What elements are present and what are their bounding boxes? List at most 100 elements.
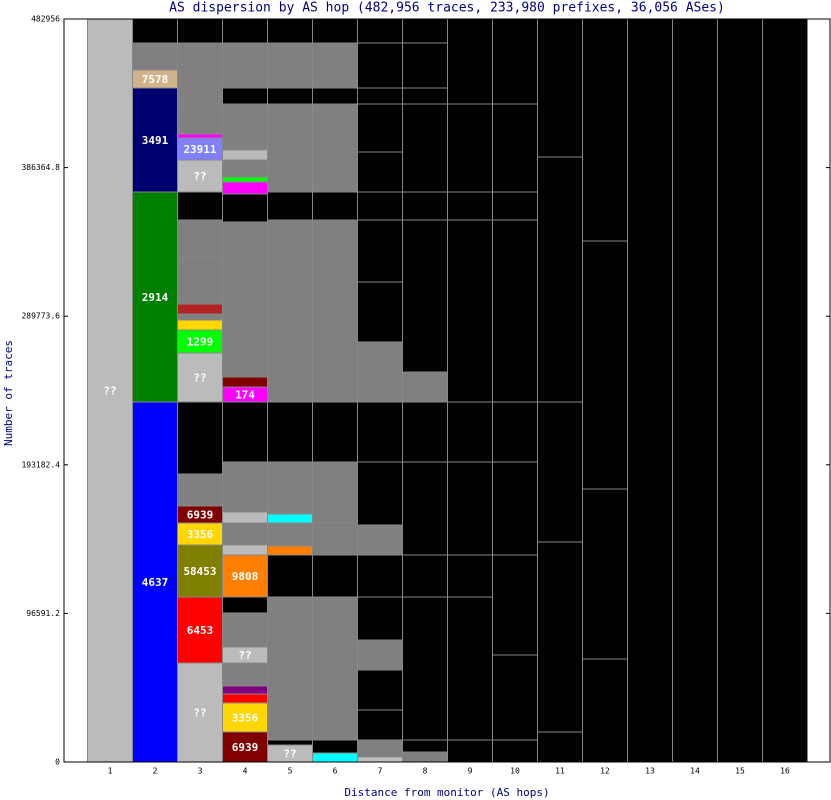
bar-segment xyxy=(267,219,313,403)
bar-segment xyxy=(132,42,178,71)
bar-segment xyxy=(357,219,403,283)
y-axis-label: Number of traces xyxy=(2,340,15,446)
segment-label: 2914 xyxy=(142,291,169,304)
bar-segment xyxy=(312,87,358,105)
bar-segment xyxy=(312,401,358,463)
bar-segment xyxy=(177,303,223,315)
segment-label: 23911 xyxy=(183,143,216,156)
plot-frame xyxy=(63,18,831,763)
bar-segment xyxy=(222,662,268,687)
y-tick-label: 0 xyxy=(55,758,60,767)
bar-segment xyxy=(177,352,223,403)
y-tick-label: 386364.8 xyxy=(21,163,60,172)
bar-segment xyxy=(492,739,538,763)
y-tick-label: 193182.4 xyxy=(21,460,60,469)
bar-segment xyxy=(177,313,223,321)
y-tick-label: 96591.2 xyxy=(26,609,60,618)
bar-segment xyxy=(402,87,448,105)
segment-label: ?? xyxy=(103,385,116,398)
bar-segment xyxy=(447,18,493,105)
bar-segment xyxy=(402,751,448,763)
x-tick-label: 3 xyxy=(198,767,203,776)
bar-segment xyxy=(312,554,358,598)
x-tick-label: 5 xyxy=(288,767,293,776)
bar-segment xyxy=(222,554,268,598)
bar-segment xyxy=(267,18,313,44)
bar-segment xyxy=(447,596,493,741)
x-axis-label: Distance from monitor (AS hops) xyxy=(344,786,549,799)
segment-label: ?? xyxy=(283,748,296,761)
bar-segment xyxy=(447,191,493,221)
bar-segment xyxy=(402,461,448,556)
bar-segment xyxy=(402,191,448,221)
bar-segment xyxy=(87,18,133,763)
y-tick-label: 289773.6 xyxy=(21,312,60,321)
bar-segment xyxy=(447,103,493,193)
bar-segment xyxy=(312,739,358,754)
bar-segment xyxy=(357,596,403,641)
bar-segment xyxy=(267,545,313,556)
bar-segment xyxy=(492,401,538,463)
bar-segment xyxy=(582,488,628,660)
bar-segment xyxy=(312,18,358,44)
bar-segment xyxy=(267,739,313,746)
bar-segment xyxy=(717,18,763,763)
segment-label: 6939 xyxy=(187,509,214,522)
bar-segment xyxy=(222,702,268,733)
bar-segment xyxy=(357,281,403,343)
bar-segment xyxy=(312,219,358,403)
x-tick-label: 1 xyxy=(108,767,113,776)
bar-segment xyxy=(222,149,268,161)
segment-label: 9808 xyxy=(232,570,259,583)
segment-label: 58453 xyxy=(183,565,216,578)
x-tick-label: 4 xyxy=(243,767,248,776)
bar-segment xyxy=(492,219,538,403)
bar-segment xyxy=(492,554,538,656)
bar-segment xyxy=(357,191,403,221)
bar-segment xyxy=(492,18,538,105)
x-tick-label: 16 xyxy=(780,767,790,776)
bar-segment xyxy=(222,401,268,463)
y-tick-label: 482956 xyxy=(31,15,60,24)
bar-segment xyxy=(222,685,268,695)
bar-segment xyxy=(222,612,268,648)
segment-label: 3491 xyxy=(142,134,169,147)
bar-segment xyxy=(267,513,313,524)
bar-segment xyxy=(357,739,403,758)
bar-segment xyxy=(222,87,268,105)
bar-segment xyxy=(222,461,268,513)
x-tick-label: 6 xyxy=(333,767,338,776)
bar-segment xyxy=(762,18,808,763)
bar-segment xyxy=(582,240,628,490)
segment-label: 1299 xyxy=(187,336,214,349)
bar-segment xyxy=(402,371,448,403)
bar-segment xyxy=(357,639,403,671)
bar-segment xyxy=(627,18,673,763)
bar-segment xyxy=(177,18,223,44)
bar-segment xyxy=(492,191,538,221)
bar-segment xyxy=(537,731,583,763)
bar-segment xyxy=(357,341,403,403)
bar-segment xyxy=(222,176,268,183)
bar-segment xyxy=(447,401,493,463)
bar-segment xyxy=(357,461,403,526)
bar-segment xyxy=(222,596,268,614)
bar-segment xyxy=(177,133,223,139)
bar-segment xyxy=(312,752,358,763)
x-tick-label: 12 xyxy=(600,767,610,776)
bar-segment xyxy=(357,151,403,193)
bar-segment xyxy=(402,42,448,89)
bar-segment xyxy=(582,18,628,242)
bar-segment xyxy=(357,554,403,598)
bar-segment xyxy=(312,191,358,221)
bar-segment xyxy=(177,473,223,507)
bar-segment xyxy=(402,401,448,463)
bar-segment xyxy=(267,522,313,547)
bar-segment xyxy=(402,18,448,44)
x-tick-label: 7 xyxy=(378,767,383,776)
bar-segment xyxy=(177,103,223,135)
bar-segment xyxy=(132,18,178,44)
bar-segment xyxy=(222,522,268,546)
segment-label: 7578 xyxy=(142,73,169,86)
bar-segment xyxy=(672,18,718,763)
